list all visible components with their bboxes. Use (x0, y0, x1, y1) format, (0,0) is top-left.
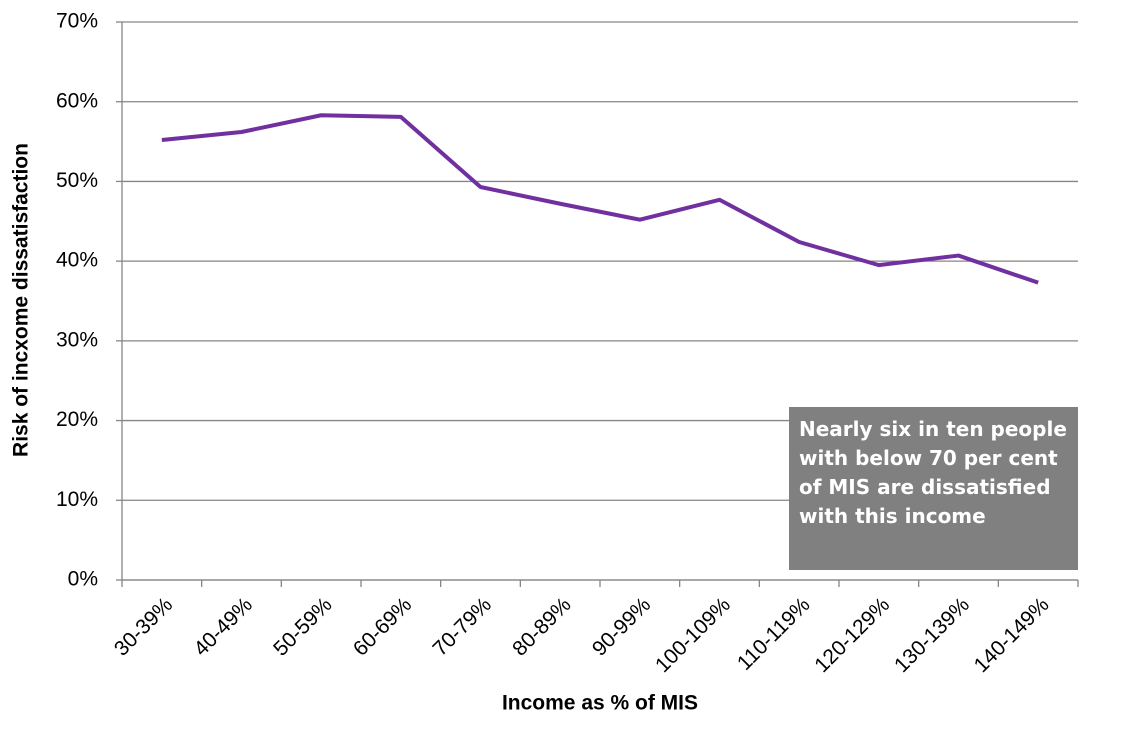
x-tick-label: 50-59% (269, 593, 336, 660)
x-tick-label: 80-89% (508, 593, 575, 660)
x-tick-label: 60-69% (349, 593, 416, 660)
y-tick-label: 20% (56, 408, 98, 431)
x-axis-title: Income as % of MIS (502, 692, 698, 715)
x-tick-label: 120-129% (810, 593, 894, 677)
y-tick-label: 10% (56, 488, 98, 511)
y-tick-label: 70% (56, 10, 98, 33)
y-axis-title: Risk of incxome dissatisfaction (10, 143, 33, 457)
y-tick-label: 60% (56, 89, 98, 112)
y-tick-label: 0% (68, 568, 98, 591)
x-tick-label: 70-79% (429, 593, 496, 660)
annotation: Nearly six in ten people with below 70 p… (789, 407, 1078, 570)
y-tick-label: 40% (56, 249, 98, 272)
y-tick-label: 30% (56, 328, 98, 351)
x-tick-label: 40-49% (190, 593, 257, 660)
x-tick-label: 90-99% (588, 593, 655, 660)
x-tick-label: 100-109% (651, 593, 735, 677)
x-tick-label: 130-139% (890, 593, 974, 677)
data-line (161, 113, 1039, 285)
x-tick-label: 140-149% (970, 593, 1054, 677)
x-tick-label: 110-119% (733, 593, 815, 675)
y-tick-label: 50% (56, 169, 98, 192)
x-tick-label: 30-39% (110, 593, 177, 660)
